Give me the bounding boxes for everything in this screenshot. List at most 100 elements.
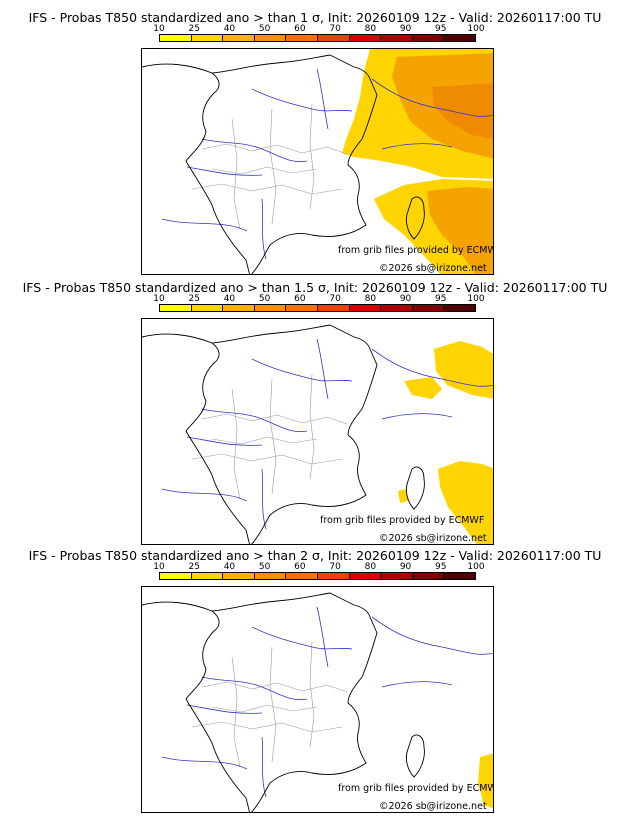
colorbar-swatch <box>223 305 255 311</box>
colorbar-swatch <box>381 573 413 579</box>
colorbar-swatch <box>444 573 475 579</box>
colorbar-swatch <box>191 305 224 311</box>
shading-area <box>427 187 493 274</box>
panel-title: IFS - Probas T850 standardized ano > tha… <box>28 10 602 25</box>
colorbar-swatch <box>254 35 287 41</box>
map-frame: from grib files provided by ECMWF ©2026 … <box>141 48 494 275</box>
shading-area <box>404 377 442 399</box>
colorbar-swatch <box>160 305 192 311</box>
colorbar-swatch <box>191 573 224 579</box>
colorbar-ticks: 10 25 40 50 60 70 80 90 95 100 <box>153 24 484 34</box>
colorbar-swatch <box>286 573 318 579</box>
colorbar-swatch <box>412 305 445 311</box>
map-geography <box>142 324 493 544</box>
colorbar-swatch <box>160 35 192 41</box>
colorbar-tick: 40 <box>223 562 236 572</box>
colorbar-tick: 25 <box>188 294 200 304</box>
colorbar-ticks: 10 25 40 50 60 70 80 90 95 100 <box>153 294 484 304</box>
map-svg <box>142 49 493 274</box>
coastline-and-borders <box>142 54 378 274</box>
colorbar-tick: 90 <box>399 24 412 34</box>
island <box>405 196 425 240</box>
panel-title: IFS - Probas T850 standardized ano > tha… <box>22 280 608 295</box>
colorbar-tick: 50 <box>258 24 271 34</box>
shading-area <box>398 489 408 503</box>
colorbar <box>159 34 476 42</box>
map-geography <box>142 592 493 812</box>
colorbar-ticks: 10 25 40 50 60 70 80 90 95 100 <box>153 562 484 572</box>
colorbar-swatch <box>317 573 350 579</box>
colorbar-swatch <box>191 35 224 41</box>
panel-title: IFS - Probas T850 standardized ano > tha… <box>28 548 602 563</box>
colorbar-tick: 80 <box>364 294 377 304</box>
colorbar-swatch <box>349 35 382 41</box>
colorbar-tick: 60 <box>294 294 306 304</box>
colorbar-tick: 70 <box>329 24 341 34</box>
colorbar-tick: 80 <box>364 24 377 34</box>
colorbar-tick: 40 <box>223 24 236 34</box>
colorbar-tick: 95 <box>435 24 447 34</box>
shading-area <box>438 461 493 544</box>
shading-area <box>434 341 493 399</box>
colorbar-tick: 25 <box>188 24 200 34</box>
colorbar-swatch <box>254 573 287 579</box>
colorbar-tick: 40 <box>223 294 236 304</box>
admin-borders <box>191 641 348 768</box>
colorbar-tick: 10 <box>153 562 165 572</box>
colorbar-swatch <box>223 573 255 579</box>
source-credit: from grib files provided by ECMWF <box>320 515 485 526</box>
colorbar-tick: 60 <box>294 562 306 572</box>
colorbar-tick: 100 <box>467 562 485 572</box>
colorbar-tick: 80 <box>364 562 377 572</box>
colorbar-swatch <box>223 35 255 41</box>
coastline-and-borders <box>142 324 378 544</box>
map-svg <box>142 324 493 544</box>
colorbar-swatch <box>286 35 318 41</box>
colorbar-tick: 50 <box>258 294 271 304</box>
rivers <box>161 68 493 260</box>
colorbar-swatch <box>381 305 413 311</box>
colorbar-swatch <box>349 573 382 579</box>
shading-area <box>432 83 493 139</box>
probability-shading <box>342 49 493 274</box>
colorbar-swatch <box>349 305 382 311</box>
copyright-credit: ©2026 sb@irizone.net <box>379 263 487 274</box>
colorbar-tick: 60 <box>294 24 306 34</box>
admin-borders <box>191 373 348 500</box>
colorbar-tick: 95 <box>435 562 447 572</box>
map-geography <box>142 54 493 274</box>
copyright-credit: ©2026 sb@irizone.net <box>379 533 487 544</box>
colorbar-tick: 100 <box>467 294 485 304</box>
coastline-and-borders <box>142 592 378 812</box>
colorbar-tick: 70 <box>329 294 341 304</box>
colorbar-tick: 95 <box>435 294 447 304</box>
island <box>405 466 425 510</box>
source-credit: from grib files provided by ECMWF <box>338 245 494 256</box>
colorbar-swatch <box>317 305 350 311</box>
colorbar <box>159 572 476 580</box>
colorbar-swatch <box>317 35 350 41</box>
colorbar-swatch <box>444 305 475 311</box>
colorbar-tick: 10 <box>153 24 165 34</box>
rivers <box>161 606 493 798</box>
colorbar-tick: 100 <box>467 24 485 34</box>
colorbar-tick: 70 <box>329 562 341 572</box>
colorbar-tick: 50 <box>258 562 271 572</box>
colorbar-swatch <box>412 573 445 579</box>
admin-borders <box>191 103 348 230</box>
map-svg <box>142 592 493 812</box>
source-credit: from grib files provided by ECMWF <box>338 783 494 794</box>
probability-shading <box>478 753 493 809</box>
shading-area <box>478 753 493 809</box>
colorbar <box>159 304 476 312</box>
rivers <box>161 338 493 530</box>
colorbar-tick: 90 <box>399 562 412 572</box>
colorbar-swatch <box>254 305 287 311</box>
probability-shading <box>398 341 493 544</box>
island <box>405 734 425 778</box>
map-frame: from grib files provided by ECMWF ©2026 … <box>141 318 494 545</box>
colorbar-tick: 10 <box>153 294 165 304</box>
colorbar-swatch <box>160 573 192 579</box>
colorbar-tick: 90 <box>399 294 412 304</box>
colorbar-swatch <box>286 305 318 311</box>
